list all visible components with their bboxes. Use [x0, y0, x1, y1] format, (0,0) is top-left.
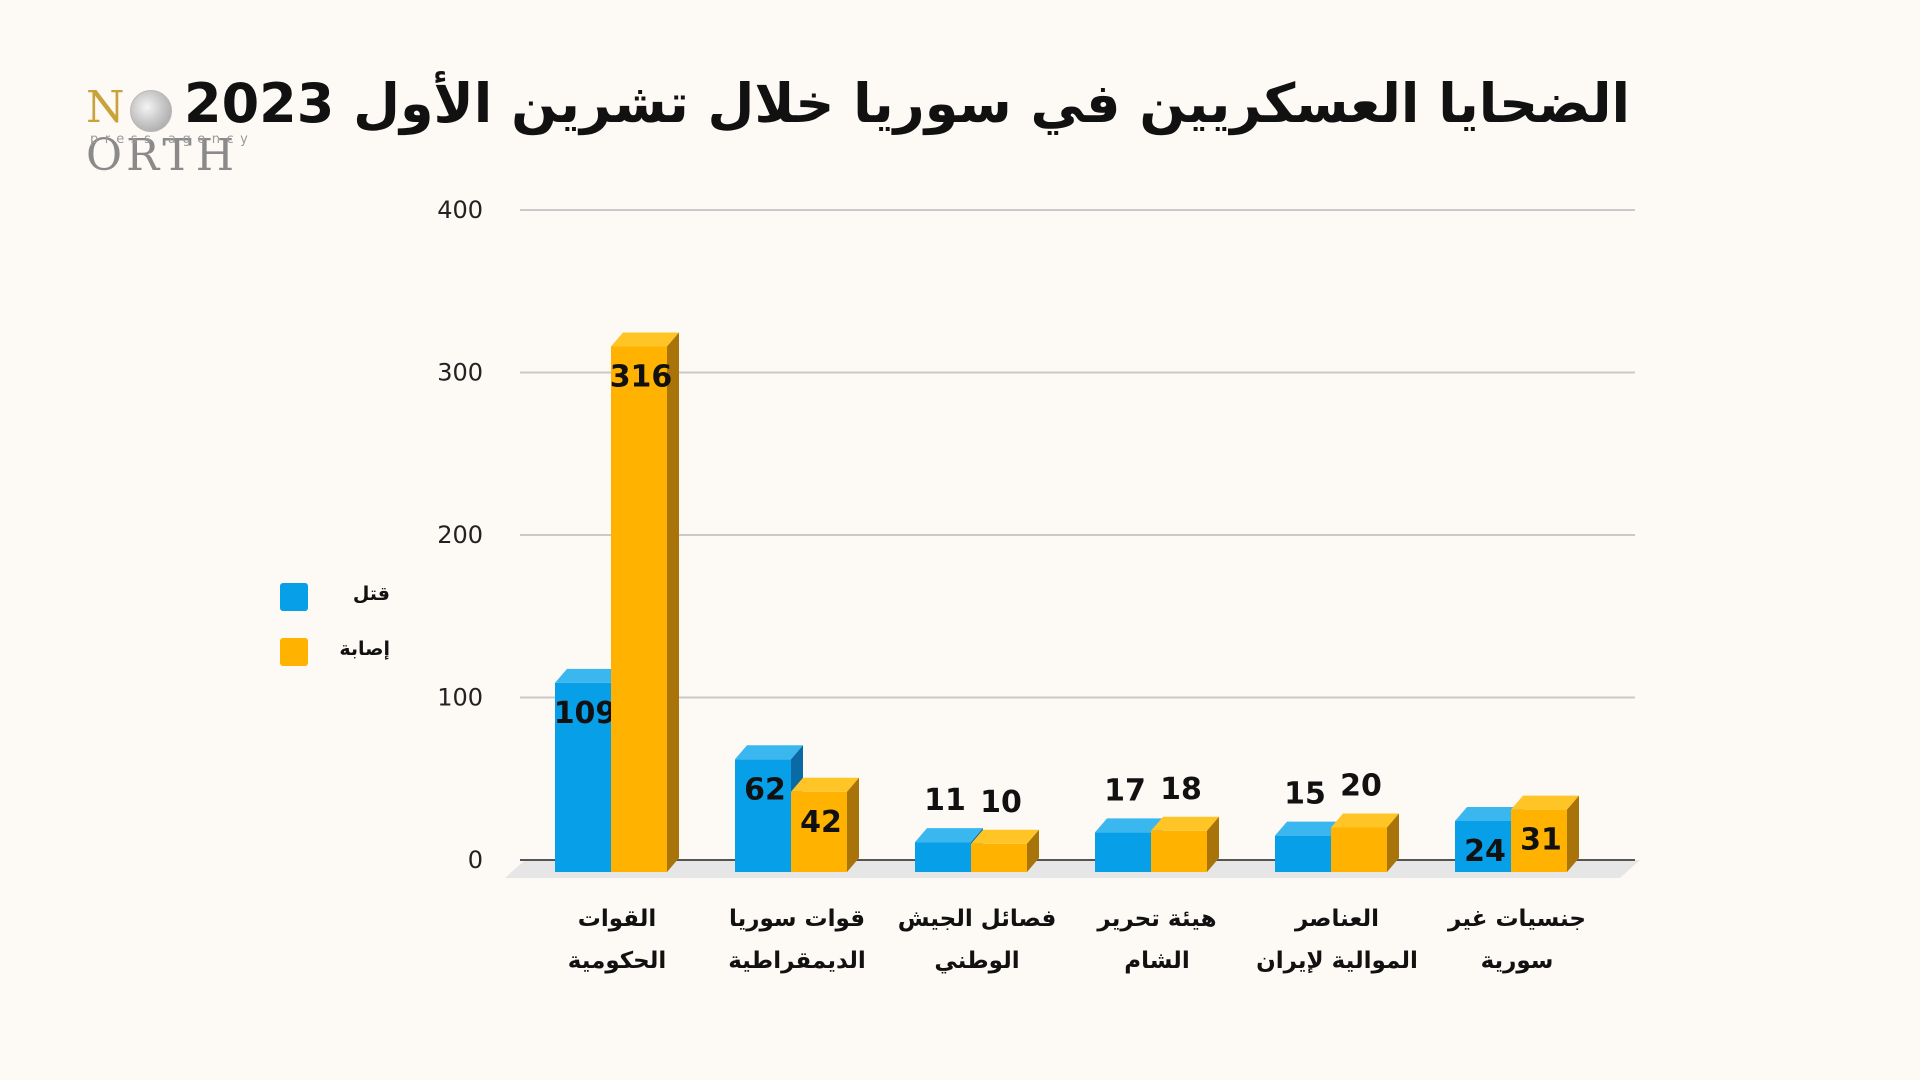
bar-killed: [735, 759, 791, 872]
category-label-line: العناصر: [1294, 906, 1380, 932]
legend-item-injured: إصابة: [280, 635, 400, 666]
data-label: 42: [800, 805, 842, 840]
bar-side-face: [1387, 813, 1399, 872]
bar-top-face: [1455, 807, 1523, 821]
y-tick-label: 300: [437, 359, 483, 387]
y-tick-label: 200: [437, 521, 483, 549]
bar-top-face: [735, 745, 803, 760]
bar-killed: [555, 682, 611, 872]
category-label-line: الشام: [1124, 948, 1190, 974]
category-label-line: الموالية لإيران: [1256, 948, 1418, 974]
data-label: 24: [1464, 834, 1506, 869]
bar-top-face: [1331, 813, 1399, 828]
data-label: 11: [924, 783, 966, 818]
bar-injured: [1151, 830, 1207, 872]
bar-side-face: [1567, 795, 1579, 872]
legend-swatch-killed: [280, 583, 308, 611]
data-label: 62: [744, 772, 786, 807]
category-label-line: فصائل الجيش: [897, 906, 1057, 932]
bar-injured: [1331, 827, 1387, 872]
north-press-logo: NORTH press agency: [86, 84, 296, 180]
y-tick-label: 0: [468, 846, 483, 874]
data-label: 20: [1340, 769, 1382, 804]
bar-top-face: [1151, 816, 1219, 831]
bar-top-face: [611, 332, 679, 347]
bar-injured: [971, 843, 1027, 872]
bar-top-face: [791, 777, 859, 792]
y-tick-label: 400: [437, 196, 483, 224]
category-label: جنسيات غير سورية: [1417, 898, 1617, 982]
logo-word-rest: ORTH: [86, 130, 239, 181]
legend-item-killed: قتل: [280, 580, 400, 611]
data-label: 109: [554, 696, 617, 731]
globe-icon: [130, 90, 172, 132]
bar-top-face: [1275, 821, 1343, 836]
data-label: 17: [1104, 773, 1146, 808]
bar-killed: [1455, 821, 1511, 872]
category-label: هيئة تحرير الشام: [1057, 898, 1257, 982]
category-label-line: سورية: [1480, 948, 1554, 974]
data-label: 18: [1160, 772, 1202, 807]
category-label: القوات الحكومية: [517, 898, 717, 982]
bar-side-face: [1207, 816, 1219, 872]
category-label-line: الوطني: [934, 948, 1020, 974]
bar-injured: [791, 791, 847, 872]
bar-side-face: [667, 332, 679, 872]
legend-swatch-injured: [280, 638, 308, 666]
bar-killed: [915, 842, 971, 872]
legend-label-injured: إصابة: [339, 638, 390, 660]
category-label-line: هيئة تحرير: [1097, 906, 1217, 932]
legend-label-killed: قتل: [352, 583, 390, 605]
bar-top-face: [915, 828, 983, 843]
category-label: قوات سوريا الديمقراطية: [697, 898, 897, 982]
bar-injured: [1511, 809, 1567, 872]
bar-side-face: [847, 777, 859, 872]
data-label: 31: [1520, 823, 1562, 858]
category-label: العناصر الموالية لإيران: [1237, 898, 1437, 982]
bar-side-face: [1027, 829, 1039, 872]
y-tick-label: 100: [437, 684, 483, 712]
logo-tagline: press agency: [90, 132, 255, 147]
category-label-line: الحكومية: [567, 948, 667, 974]
data-label: 316: [610, 360, 673, 395]
data-label: 10: [980, 785, 1022, 820]
bar-killed: [1275, 835, 1331, 872]
chart-title: الضحايا العسكريين في سوريا خلال تشرين ال…: [184, 72, 1630, 135]
bar-top-face: [971, 829, 1039, 844]
category-label: فصائل الجيش الوطني: [877, 898, 1077, 982]
bar-killed: [1095, 832, 1151, 872]
category-label-line: جنسيات غير: [1448, 906, 1586, 932]
data-label: 15: [1284, 777, 1326, 812]
category-label-line: قوات سوريا: [728, 906, 866, 932]
logo-wordmark: NORTH: [86, 84, 296, 180]
category-label-line: القوات: [577, 906, 657, 932]
bar-top-face: [555, 668, 623, 683]
bar-top-face: [1095, 818, 1163, 833]
bar-injured: [611, 346, 667, 872]
bar-top-face: [1511, 795, 1579, 810]
category-label-line: الديمقراطية: [728, 948, 866, 974]
logo-initial: N: [86, 82, 129, 133]
